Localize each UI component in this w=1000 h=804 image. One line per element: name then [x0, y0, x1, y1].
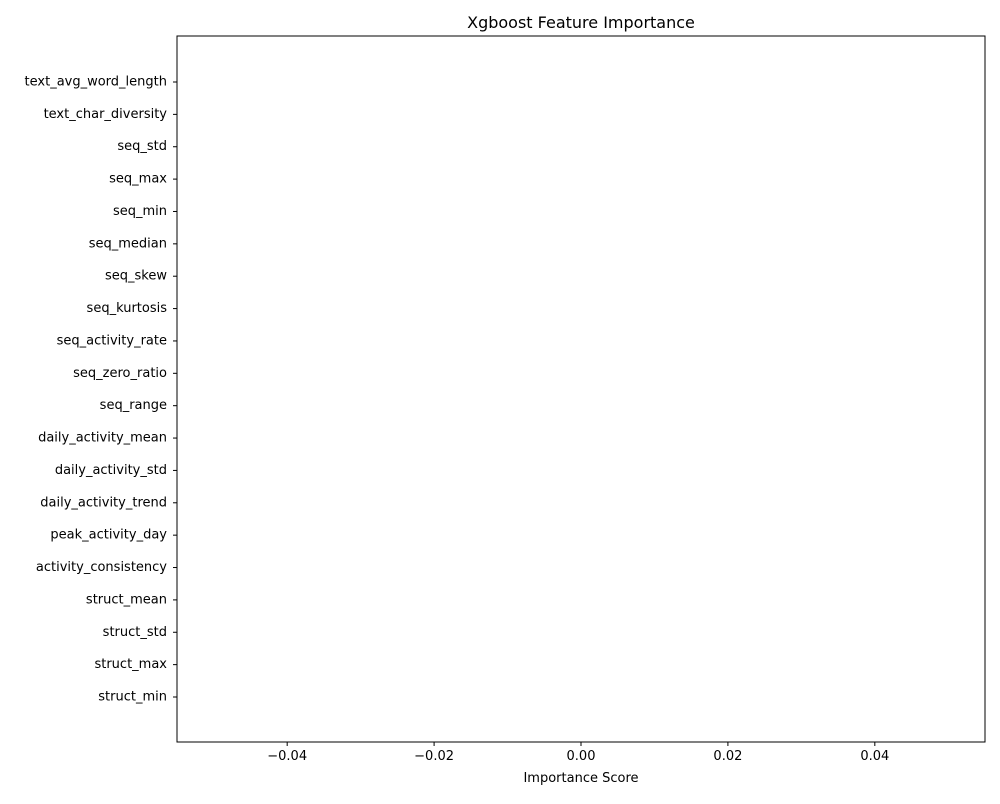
y-tick-label: seq_max — [109, 172, 167, 187]
x-tick-label: −0.04 — [267, 749, 307, 764]
y-tick-label: seq_zero_ratio — [73, 366, 167, 381]
x-tick-label: −0.02 — [414, 749, 454, 764]
y-tick-label: struct_min — [98, 690, 167, 705]
y-tick-label: struct_mean — [86, 592, 167, 607]
y-tick-label: seq_kurtosis — [87, 301, 168, 316]
x-tick-label: 0.04 — [860, 749, 889, 764]
y-tick-label: struct_std — [103, 625, 167, 640]
y-tick-label: daily_activity_trend — [40, 495, 167, 510]
y-tick-label: seq_min — [113, 204, 167, 219]
y-tick-label: text_char_diversity — [44, 107, 168, 122]
x-tick-label: 0.00 — [567, 749, 596, 764]
y-tick-label: seq_range — [100, 398, 167, 413]
y-axis: text_avg_word_length text_char_diversitys… — [25, 75, 177, 705]
y-tick-label: struct_max — [94, 657, 167, 672]
y-tick-label: text_avg_word_length — [25, 75, 167, 90]
y-tick-label: daily_activity_std — [55, 463, 167, 478]
plot-area — [176, 35, 986, 743]
y-tick-label: seq_skew — [105, 269, 167, 284]
y-tick-label: seq_std — [117, 139, 167, 154]
y-tick-label: seq_activity_rate — [57, 333, 167, 348]
chart-title: Xgboost Feature Importance — [467, 13, 695, 32]
y-tick-label: seq_median — [89, 236, 167, 251]
y-tick-label: daily_activity_mean — [38, 431, 167, 446]
x-axis: −0.04 −0.02 0.00 0.02 0.04 — [267, 742, 889, 764]
x-axis-label: Importance Score — [523, 771, 638, 786]
y-tick-label: activity_consistency — [36, 560, 167, 575]
x-tick-label: 0.02 — [713, 749, 742, 764]
y-tick-label: peak_activity_day — [50, 528, 167, 543]
